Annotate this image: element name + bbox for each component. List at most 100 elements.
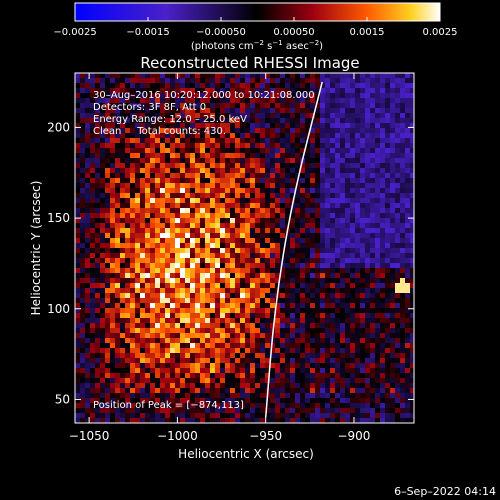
heatmap-cell	[270, 78, 275, 83]
heatmap-cell	[335, 193, 340, 198]
heatmap-cell	[285, 193, 290, 198]
heatmap-cell	[175, 378, 180, 383]
heatmap-cell	[315, 178, 320, 183]
heatmap-cell	[210, 223, 215, 228]
heatmap-cell	[335, 288, 340, 293]
heatmap-cell	[100, 203, 105, 208]
heatmap-cell	[225, 173, 230, 178]
heatmap-cell	[145, 323, 150, 328]
heatmap-cell	[190, 88, 195, 93]
heatmap-cell	[205, 178, 210, 183]
heatmap-cell	[155, 363, 160, 368]
heatmap-cell	[390, 343, 395, 348]
heatmap-cell	[215, 173, 220, 178]
heatmap-cell	[400, 343, 405, 348]
heatmap-cell	[300, 318, 305, 323]
heatmap-cell	[255, 238, 260, 243]
heatmap-cell	[165, 203, 170, 208]
heatmap-cell	[325, 103, 330, 108]
heatmap-cell	[385, 248, 390, 253]
heatmap-cell	[330, 258, 335, 263]
heatmap-cell	[90, 408, 95, 413]
heatmap-cell	[380, 243, 385, 248]
heatmap-cell	[150, 193, 155, 198]
heatmap-cell	[245, 163, 250, 168]
heatmap-cell	[240, 303, 245, 308]
heatmap-cell	[340, 218, 345, 223]
heatmap-cell	[105, 273, 110, 278]
heatmap-cell	[235, 288, 240, 293]
heatmap-cell	[135, 273, 140, 278]
heatmap-cell	[340, 238, 345, 243]
heatmap-cell	[80, 323, 85, 328]
heatmap-cell	[240, 368, 245, 373]
heatmap-cell	[315, 338, 320, 343]
heatmap-cell	[375, 243, 380, 248]
heatmap-cell	[120, 328, 125, 333]
heatmap-cell	[80, 218, 85, 223]
heatmap-cell	[365, 98, 370, 103]
heatmap-cell	[95, 183, 100, 188]
heatmap-cell	[385, 278, 390, 283]
heatmap-cell	[180, 258, 185, 263]
heatmap-cell	[100, 318, 105, 323]
heatmap-cell	[245, 378, 250, 383]
heatmap-cell	[80, 78, 85, 83]
heatmap-cell	[130, 108, 135, 113]
heatmap-cell	[385, 213, 390, 218]
heatmap-cell	[245, 393, 250, 398]
heatmap-cell	[405, 253, 410, 258]
heatmap-cell	[105, 298, 110, 303]
heatmap-cell	[335, 413, 340, 418]
heatmap-cell	[110, 333, 115, 338]
heatmap-cell	[400, 233, 405, 238]
heatmap-cell	[210, 163, 215, 168]
heatmap-cell	[90, 233, 95, 238]
heatmap-cell	[235, 248, 240, 253]
heatmap-cell	[215, 298, 220, 303]
heatmap-cell	[250, 283, 255, 288]
heatmap-cell	[135, 153, 140, 158]
heatmap-cell	[155, 418, 160, 423]
heatmap-cell	[100, 188, 105, 193]
heatmap-cell	[380, 228, 385, 233]
heatmap-cell	[380, 298, 385, 303]
heatmap-cell	[290, 318, 295, 323]
heatmap-cell	[270, 203, 275, 208]
heatmap-cell	[175, 183, 180, 188]
heatmap-cell	[205, 208, 210, 213]
heatmap-cell	[180, 248, 185, 253]
heatmap-cell	[310, 343, 315, 348]
heatmap-cell	[335, 233, 340, 238]
heatmap-cell	[380, 403, 385, 408]
heatmap-cell	[225, 293, 230, 298]
heatmap-cell	[265, 263, 270, 268]
heatmap-cell	[325, 323, 330, 328]
heatmap-cell	[110, 343, 115, 348]
heatmap-cell	[280, 368, 285, 373]
heatmap-cell	[190, 318, 195, 323]
heatmap-cell	[205, 258, 210, 263]
heatmap-cell	[130, 168, 135, 173]
heatmap-cell	[155, 318, 160, 323]
heatmap-cell	[235, 418, 240, 423]
heatmap-cell	[280, 98, 285, 103]
heatmap-cell	[165, 208, 170, 213]
heatmap-cell	[345, 353, 350, 358]
heatmap-cell	[355, 113, 360, 118]
heatmap-cell	[205, 228, 210, 233]
heatmap-cell	[125, 313, 130, 318]
heatmap-cell	[345, 188, 350, 193]
heatmap-cell	[135, 133, 140, 138]
heatmap-cell	[225, 223, 230, 228]
heatmap-cell	[370, 413, 375, 418]
heatmap-cell	[250, 188, 255, 193]
heatmap-cell	[370, 298, 375, 303]
heatmap-cell	[210, 413, 215, 418]
heatmap-cell	[385, 283, 390, 288]
heatmap-cell	[225, 208, 230, 213]
heatmap-cell	[250, 223, 255, 228]
heatmap-cell	[345, 153, 350, 158]
heatmap-cell	[205, 143, 210, 148]
heatmap-cell	[210, 378, 215, 383]
